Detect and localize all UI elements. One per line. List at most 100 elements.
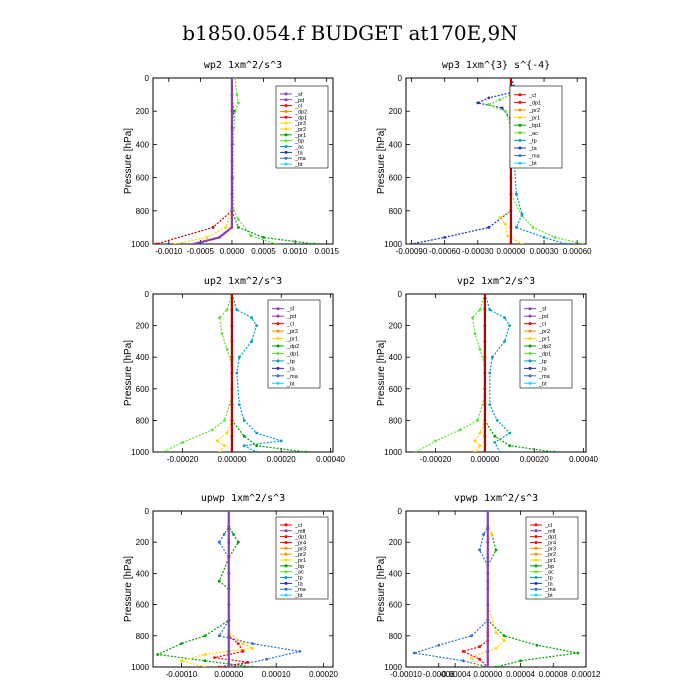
legend-label: _pr1 — [286, 337, 298, 343]
data-point — [500, 106, 504, 110]
data-point — [478, 665, 481, 667]
data-point — [235, 371, 239, 375]
data-point — [493, 434, 497, 438]
data-point — [494, 631, 498, 635]
legend-label: _pr1 — [294, 558, 306, 564]
legend-label: _bt — [544, 593, 553, 599]
data-point — [203, 659, 207, 663]
legend-label: _pr3 — [294, 121, 306, 127]
data-point — [490, 355, 494, 359]
series-line — [415, 294, 486, 452]
data-point — [227, 511, 231, 513]
data-point — [230, 340, 234, 343]
legend: _sf_pd _cl_pr2 _pr1_dp2_dp1 _tp_ta _ma_bt — [267, 299, 321, 389]
data-point — [230, 387, 234, 391]
data-point — [581, 242, 585, 244]
x-tick-label: 0.00020 — [309, 670, 338, 679]
data-point — [251, 665, 254, 667]
legend-marker — [528, 314, 532, 318]
legend-label: _tp — [294, 576, 303, 582]
x-tick-label: 0.00040 — [569, 455, 598, 464]
data-point — [495, 419, 499, 422]
legend-label: _cl — [294, 104, 302, 110]
legend: _sf_pd_cl_dp2_dp1_pr3_pr2_pr1_bp_ac_ta_m… — [275, 85, 329, 169]
data-point — [486, 650, 490, 653]
y-tick-label: 0 — [398, 507, 403, 516]
data-point — [486, 587, 490, 591]
panel-5: upwp 1xm^2/s^3 Pressure [hPa] 0 200 400 600 80… — [123, 493, 339, 679]
series-line — [484, 294, 511, 452]
legend-label: _pr2 — [294, 127, 306, 133]
x-tick-label: -0.0010 — [155, 247, 183, 256]
x-tick-label: 0.00000 — [496, 247, 525, 256]
legend-marker — [534, 581, 538, 585]
legend-marker — [284, 558, 288, 562]
data-point — [217, 579, 221, 583]
data-point — [236, 101, 240, 105]
legend-marker — [276, 381, 280, 385]
data-point — [251, 642, 254, 645]
data-point — [498, 450, 502, 452]
legend-label: _ta — [294, 150, 304, 156]
legend-marker — [534, 558, 538, 562]
legend-label: _dp1 — [538, 351, 551, 357]
y-tick-label: 600 — [389, 174, 403, 183]
data-point — [255, 444, 258, 448]
legend-marker — [284, 162, 288, 166]
legend-label: _bp — [294, 564, 304, 570]
data-point — [515, 192, 518, 196]
data-point — [265, 657, 269, 661]
legend-marker — [528, 344, 532, 348]
legend: _cl_mfl_dp1_pr4_pr3_pr2_pr1_bp_ac_tp_ta_… — [275, 516, 329, 600]
data-point — [503, 316, 506, 320]
legend-marker — [284, 139, 288, 143]
data-point — [476, 101, 480, 105]
legend-label: _sf — [294, 92, 303, 98]
y-tick-label: 400 — [389, 140, 403, 149]
data-point — [250, 340, 254, 343]
legend: _cl_mfl_dp1_pr4_pr3_pr2_pr1_bp_ac_tp_ta_… — [525, 516, 579, 600]
data-point — [508, 444, 511, 448]
legend-marker — [284, 576, 288, 580]
data-point — [230, 294, 234, 296]
legend-marker — [276, 314, 280, 318]
data-point — [241, 642, 245, 645]
legend-marker — [284, 156, 288, 160]
legend-marker — [284, 98, 288, 102]
data-point — [236, 217, 240, 221]
legend-marker — [284, 121, 288, 125]
data-point — [230, 226, 234, 229]
data-point — [205, 236, 209, 239]
panel-title: wp3 1xm^{3} s^{-4} — [442, 60, 550, 71]
data-point — [552, 450, 556, 452]
y-tick-label: 600 — [136, 601, 150, 610]
data-point — [483, 403, 487, 406]
data-point — [503, 340, 506, 343]
legend-marker — [528, 329, 532, 333]
data-point — [227, 650, 231, 653]
legend-label: _dp2 — [538, 344, 551, 350]
y-tick-label: 1000 — [384, 448, 402, 457]
data-point — [498, 216, 502, 219]
data-point — [230, 93, 234, 96]
legend-label: _ac — [528, 131, 538, 137]
legend-label: _cl — [294, 523, 302, 529]
panel-3: up2 1xm^2/s^3 Pressure [hPa] 0 200 400 600 800… — [123, 276, 346, 464]
legend-marker — [518, 146, 522, 150]
y-tick-label: 0 — [145, 290, 150, 299]
data-point — [156, 653, 160, 656]
data-point — [217, 665, 221, 667]
data-point — [242, 434, 246, 438]
y-tick-label: 400 — [389, 353, 403, 362]
data-point — [564, 242, 568, 244]
data-point — [553, 236, 557, 239]
legend-marker — [284, 92, 288, 96]
data-point — [488, 308, 492, 312]
data-point — [487, 96, 491, 100]
data-point — [410, 242, 413, 244]
series-group — [414, 294, 556, 452]
data-point — [161, 450, 165, 452]
legend-label: _pr4 — [544, 540, 556, 546]
y-tick-label: 0 — [398, 290, 403, 299]
